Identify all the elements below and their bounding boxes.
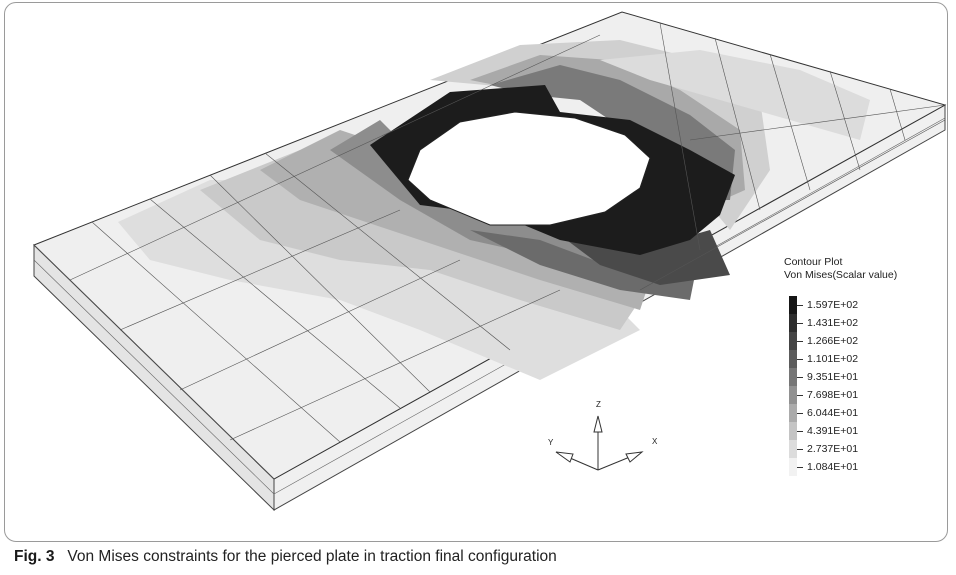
legend-level: 6.044E+01: [784, 404, 858, 422]
axis-triad: [555, 415, 644, 471]
legend-value: 2.737E+01: [807, 443, 859, 455]
axis-y-label: Y: [548, 438, 554, 447]
legend-tick: [797, 322, 803, 324]
legend-tick: [797, 430, 803, 432]
legend-tick: [797, 340, 803, 342]
legend-swatch: [789, 422, 797, 440]
legend-tick: [797, 448, 803, 450]
legend-swatch: [789, 314, 797, 332]
legend-tick: [797, 358, 803, 360]
caption-text: Von Mises constraints for the pierced pl…: [67, 548, 557, 565]
legend-value: 1.101E+02: [807, 353, 859, 365]
legend-swatch: [789, 458, 797, 476]
legend-level: 1.101E+02: [784, 350, 858, 368]
legend-value: 9.351E+01: [807, 371, 859, 383]
legend-swatch: [789, 440, 797, 458]
legend-title: Contour Plot: [784, 256, 843, 268]
axis-x-label: X: [652, 437, 658, 446]
legend-tick: [797, 304, 803, 306]
legend-value: 4.391E+01: [807, 425, 859, 437]
legend-swatch: [789, 332, 797, 350]
legend-level: 1.084E+01: [784, 458, 858, 476]
legend-tick: [797, 466, 803, 468]
legend-tick: [797, 412, 803, 414]
contour-band: [600, 50, 870, 140]
legend-swatch: [789, 368, 797, 386]
legend-value: 1.266E+02: [807, 335, 859, 347]
legend-swatch: [789, 296, 797, 314]
legend-subtitle: Von Mises(Scalar value): [784, 269, 898, 281]
contour-plot: [33, 11, 947, 512]
legend-level: 9.351E+01: [784, 368, 858, 386]
legend-level: 2.737E+01: [784, 440, 858, 458]
legend-level: 1.431E+02: [784, 314, 858, 332]
legend-tick: [797, 394, 803, 396]
figure-caption: Fig. 3 Von Mises constraints for the pie…: [14, 548, 557, 566]
contour-band: [470, 230, 700, 300]
axis-z-label: Z: [596, 400, 601, 409]
legend-swatch: [789, 350, 797, 368]
legend-swatch: [789, 404, 797, 422]
contour-legend: Contour Plot Von Mises(Scalar value) 1.5…: [784, 256, 898, 476]
legend-level: 1.597E+02: [784, 296, 858, 314]
legend-value: 1.084E+01: [807, 461, 859, 473]
legend-tick: [797, 376, 803, 378]
plate-hole: [407, 111, 651, 226]
legend-value: 1.431E+02: [807, 317, 859, 329]
legend-value: 1.597E+02: [807, 299, 859, 311]
legend-value: 6.044E+01: [807, 407, 859, 419]
legend-level: 7.698E+01: [784, 386, 858, 404]
legend-level: 1.266E+02: [784, 332, 858, 350]
legend-swatch: [789, 386, 797, 404]
mesh-lines: [33, 22, 946, 480]
legend-value: 7.698E+01: [807, 389, 859, 401]
legend-level: 4.391E+01: [784, 422, 858, 440]
caption-label: Fig. 3: [14, 548, 55, 565]
